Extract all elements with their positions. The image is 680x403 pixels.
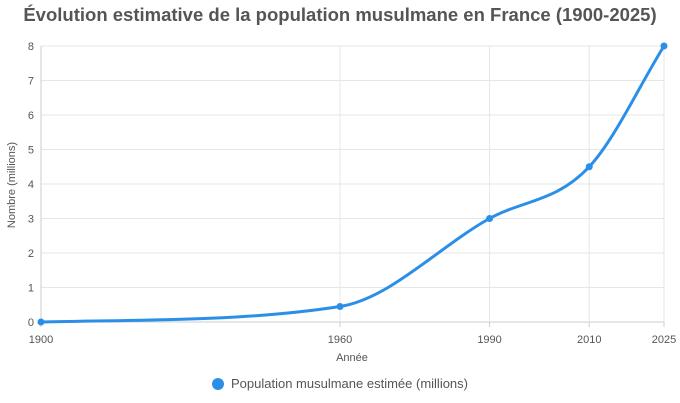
y-axis-title: Nombre (millions) — [6, 142, 18, 228]
legend-marker-icon — [212, 377, 224, 390]
legend-label: Population musulmane estimée (millions) — [231, 376, 468, 391]
x-axis-title: Année — [336, 352, 368, 364]
x-tick-label: 2010 — [577, 334, 601, 346]
y-tick-label: 6 — [28, 110, 34, 122]
data-point — [336, 302, 344, 310]
series-layer — [37, 42, 668, 326]
y-tick-label: 4 — [28, 179, 34, 191]
y-axis-ticks: 0 1 2 3 4 5 6 7 8 — [28, 41, 34, 329]
y-tick-label: 3 — [28, 214, 34, 226]
data-point — [585, 163, 593, 171]
x-tick-label: 2025 — [652, 334, 676, 346]
data-point — [660, 42, 668, 50]
legend[interactable]: Population musulmane estimée (millions) — [0, 376, 680, 391]
x-axis-ticks: 1900 1960 1990 2010 2025 — [29, 334, 676, 346]
y-tick-label: 0 — [28, 317, 34, 329]
y-tick-label: 8 — [28, 41, 34, 53]
grid-lines — [40, 45, 665, 327]
y-tick-label: 7 — [28, 76, 34, 88]
y-tick-label: 2 — [28, 248, 34, 260]
x-tick-label: 1990 — [477, 334, 501, 346]
x-tick-label: 1960 — [328, 334, 352, 346]
x-tick-label: 1900 — [29, 334, 53, 346]
y-tick-label: 5 — [28, 145, 34, 157]
chart-title: Évolution estimative de la population mu… — [23, 4, 657, 25]
data-point — [37, 318, 45, 326]
series-line — [40, 45, 666, 324]
data-point — [486, 215, 494, 222]
y-tick-label: 1 — [28, 283, 34, 295]
